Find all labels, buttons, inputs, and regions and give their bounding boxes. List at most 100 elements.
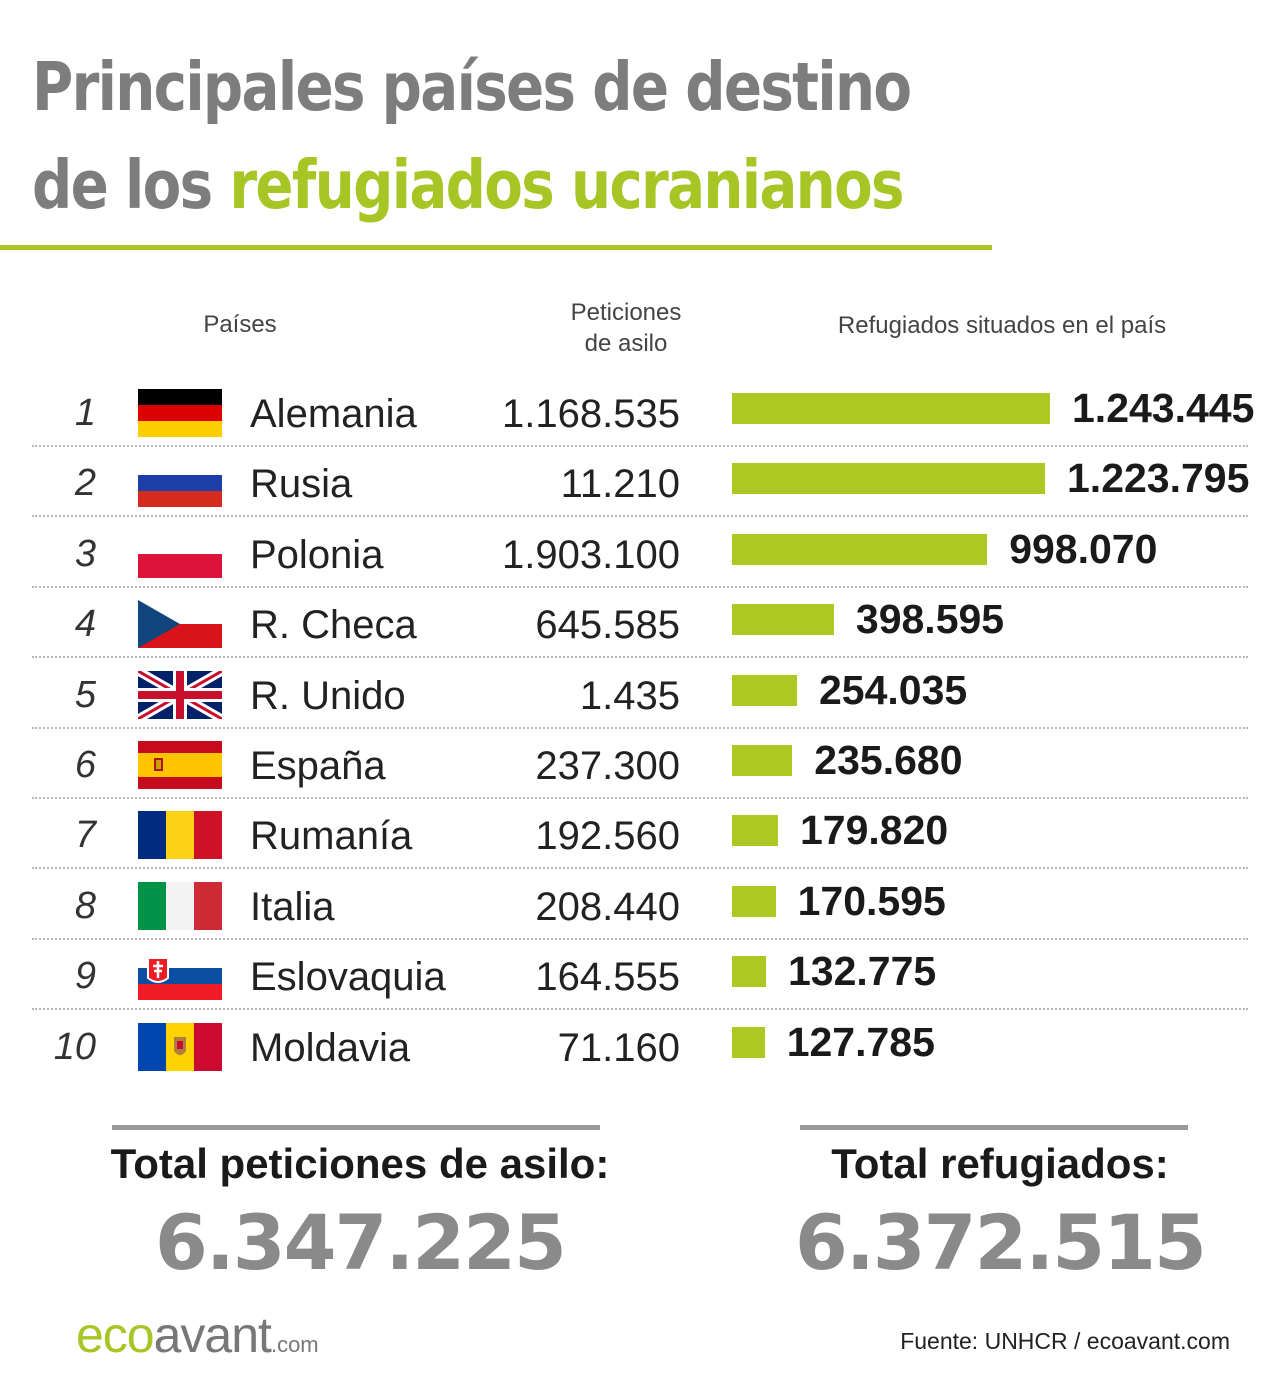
rank-label: 10 [53, 1025, 96, 1068]
refugees-value-label: 235.680 [814, 737, 963, 783]
table-row: 2 Rusia 11.210 1.223.795 [32, 447, 1250, 518]
row-divider [32, 515, 1248, 518]
total-asylum-rule [112, 1125, 600, 1130]
refugees-value-label: 170.595 [797, 877, 946, 924]
country-name: R. Checa [250, 603, 417, 648]
table-row: 5 R. Unido 1.435 254.035 [32, 659, 1248, 729]
refugees-value-label: 998.070 [1009, 525, 1158, 572]
country-name: Moldavia [250, 1025, 411, 1070]
rank-label: 2 [74, 462, 96, 505]
refugees-bar [732, 674, 797, 706]
rank-label: 3 [74, 532, 96, 575]
germany-flag-icon [138, 389, 222, 437]
czech-flag-icon [138, 600, 222, 649]
rank-label: 8 [74, 884, 96, 927]
refugees-bar [732, 1026, 765, 1058]
refugees-value-label: 1.243.445 [1072, 385, 1255, 431]
rank-label: 5 [74, 673, 96, 716]
uk-flag-icon [138, 670, 222, 719]
title-line-2-prefix: de los [32, 146, 230, 224]
refugees-bar [732, 533, 988, 565]
row-divider [32, 797, 1248, 799]
asylum-requests-value: 71.160 [557, 1025, 680, 1070]
table-row: 4 R. Checa 645.585 398.595 [32, 588, 1248, 659]
total-refugees-value: 6.372.515 [795, 1198, 1207, 1287]
logo-eco: eco [76, 1307, 155, 1363]
row-divider [32, 726, 1248, 729]
country-name: R. Unido [250, 673, 406, 718]
asylum-requests-value: 164.555 [535, 955, 680, 1000]
row-divider [32, 1008, 1248, 1011]
refugees-value-label: 132.775 [788, 948, 937, 995]
country-name: Eslovaquia [250, 955, 446, 1000]
title-accent: refugiados ucranianos [229, 146, 904, 224]
refugees-value-label: 398.595 [855, 596, 1005, 643]
country-name: Rusia [250, 462, 353, 507]
table-row: 8 Italia 208.440 170.595 [32, 870, 1248, 940]
row-divider [32, 867, 1248, 870]
refugees-bar [732, 885, 776, 917]
table-row: 9 Eslovaquia 164.555 132.775 [32, 940, 1248, 1011]
slovakia-flag-icon [138, 952, 222, 1001]
refugees-bar [732, 393, 1050, 424]
asylum-requests-value: 1.903.100 [502, 532, 680, 577]
refugees-bar [732, 815, 778, 847]
column-header-refugees: Refugiados situados en el país [837, 312, 1167, 339]
refugees-bar [732, 745, 793, 776]
table-row: 3 Polonia 1.903.100 998.070 [32, 518, 1248, 588]
table-row: 7 Rumanía 192.560 179.820 [32, 799, 1248, 870]
rank-label: 7 [74, 814, 96, 857]
total-asylum-value: 6.347.225 [155, 1198, 567, 1287]
logo-com: .com [270, 1332, 319, 1357]
refugees-value-label: 1.223.795 [1067, 455, 1250, 502]
refugees-bar [732, 604, 834, 636]
refugees-value-label: 254.035 [819, 666, 968, 713]
row-divider [32, 445, 1248, 447]
total-asylum-label: Total peticiones de asilo: [110, 1140, 610, 1187]
moldova-flag-icon [138, 1022, 222, 1071]
asylum-requests-value: 1.168.535 [502, 392, 680, 436]
table-row: 1 Alemania 1.168.535 1.243.445 [32, 377, 1254, 447]
rank-label: 9 [74, 955, 96, 998]
russia-flag-icon [138, 459, 222, 508]
title-line-2: de los refugiados ucranianos [32, 136, 905, 234]
asylum-requests-value: 1.435 [579, 673, 680, 718]
source-note: Fuente: UNHCR / ecoavant.com [900, 1328, 1230, 1355]
asylum-requests-value: 11.210 [560, 462, 680, 507]
country-name: Polonia [250, 532, 384, 577]
source-prefix: Fuente: [900, 1328, 985, 1354]
rank-label: 6 [74, 744, 96, 786]
country-name: Rumanía [250, 814, 413, 859]
asylum-requests-value: 208.440 [535, 884, 680, 929]
column-header-asylum-line2: de asilo [584, 330, 668, 357]
rank-label: 1 [74, 392, 96, 434]
refugees-bar [732, 463, 1045, 495]
column-header-asylum-line1: Peticiones [570, 299, 682, 326]
column-header-asylum: Peticiones de asilo [540, 297, 712, 359]
logo-avant: avant [153, 1307, 272, 1363]
column-header-countries: Países [203, 311, 277, 338]
total-refugees-label: Total refugiados: [831, 1140, 1169, 1187]
row-divider [32, 937, 1248, 940]
spain-flag-icon [138, 741, 222, 789]
asylum-requests-value: 645.585 [535, 603, 680, 648]
asylum-requests-value: 237.300 [535, 744, 680, 788]
romania-flag-icon [138, 811, 222, 860]
asylum-requests-value: 192.560 [535, 814, 680, 859]
country-name: Alemania [250, 392, 417, 436]
refugees-bar [732, 956, 766, 988]
table-row: 6 España 237.300 235.680 [32, 729, 1248, 799]
country-name: España [250, 744, 386, 788]
row-divider [32, 656, 1248, 659]
page-title: Principales países de destino de los ref… [32, 38, 912, 234]
source-text: UNHCR / ecoavant.com [984, 1328, 1230, 1354]
refugees-value-label: 127.785 [786, 1018, 935, 1065]
poland-flag-icon [138, 529, 222, 578]
italy-flag-icon [138, 881, 222, 930]
total-refugees-rule [800, 1125, 1188, 1130]
ecoavant-logo[interactable]: ecoavant.com [76, 1306, 319, 1364]
country-name: Italia [250, 884, 335, 929]
refugees-value-label: 179.820 [800, 807, 949, 854]
title-line-1: Principales países de destino [32, 48, 912, 126]
title-underline [0, 245, 992, 250]
